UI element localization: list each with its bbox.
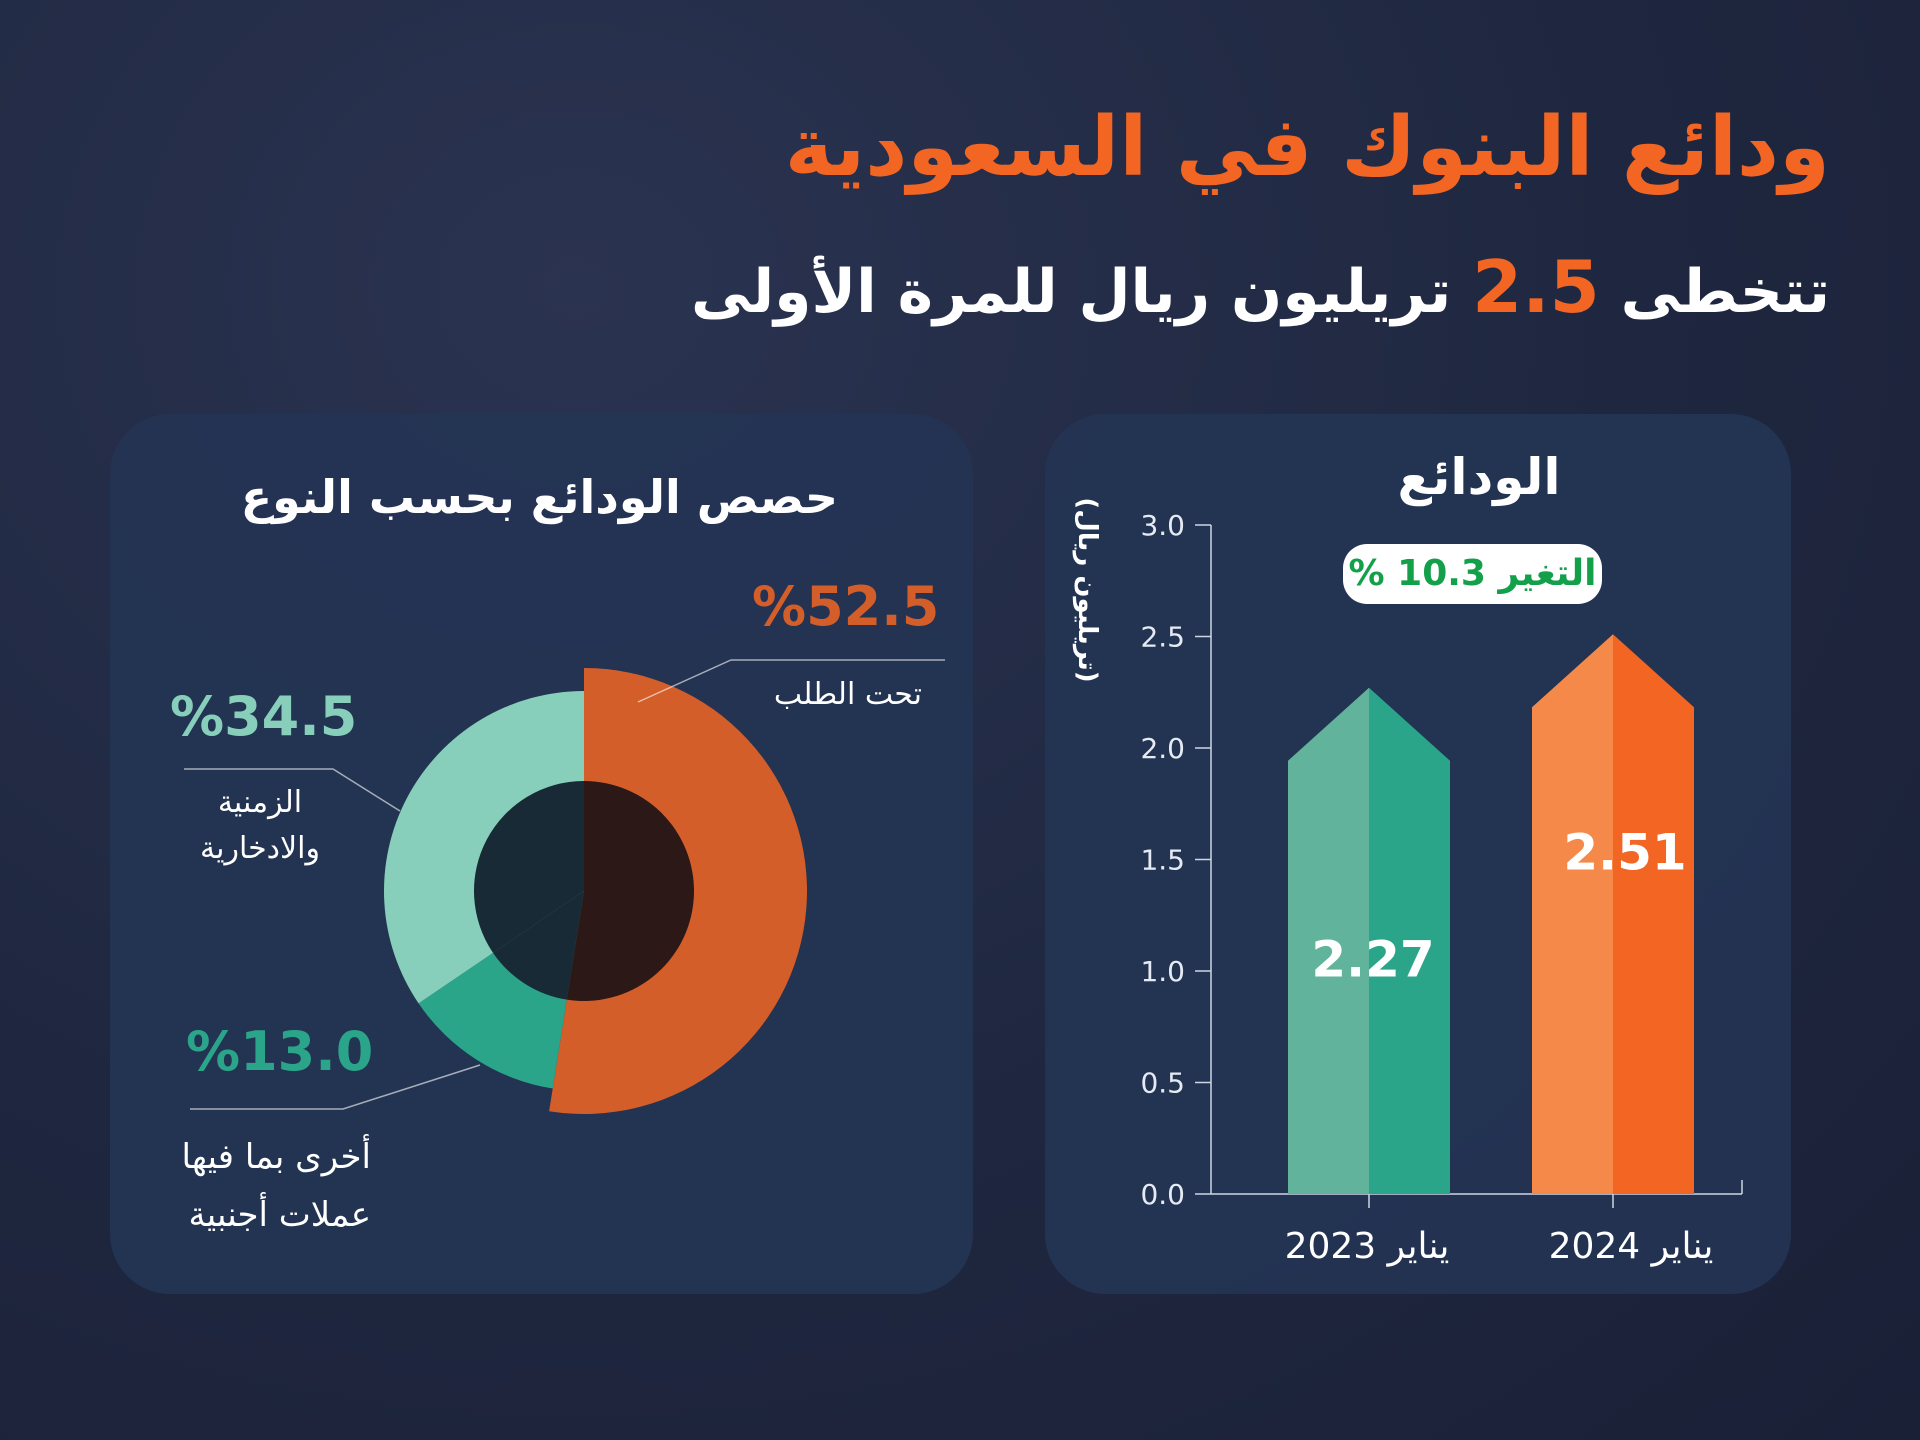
bar-chart-title: الودائع: [1397, 448, 1561, 506]
bar-value-label: 2.51: [1563, 823, 1686, 881]
leader-line: [184, 768, 401, 812]
page-title: ودائع البنوك في السعودية: [784, 100, 1830, 195]
change-badge: التغير 10.3 %: [1343, 544, 1602, 604]
donut-hole-slice: [474, 781, 584, 953]
x-tick-label: يناير 2023: [1285, 1226, 1450, 1267]
slice-label: تحت الطلب: [773, 677, 922, 712]
slice-label: الزمنية والادخارية: [160, 780, 360, 872]
y-tick-label: 1.5: [1140, 844, 1185, 877]
slice-value-label: %52.5: [752, 575, 940, 638]
y-tick-label: 2.0: [1140, 732, 1185, 765]
bar-value-label: 2.27: [1311, 930, 1434, 988]
y-tick-label: 3.0: [1140, 509, 1185, 542]
donut-hole-slice: [566, 781, 695, 1002]
y-tick-label: 0.0: [1140, 1178, 1185, 1211]
x-tick-label: يناير 2024: [1549, 1226, 1714, 1267]
bar-left-half: [1532, 634, 1613, 1194]
bar-right-half: [1369, 687, 1450, 1194]
leader-line: [637, 659, 945, 703]
bar-right-half: [1613, 634, 1694, 1194]
subtitle-pre: تتخطى: [1620, 257, 1830, 327]
slice-label-line: والادخارية: [200, 831, 320, 866]
y-tick-label: 2.5: [1140, 621, 1185, 654]
slice-label-line: عملات أجنبية: [188, 1195, 371, 1235]
subtitle-post: تريليون ريال للمرة الأولى: [690, 257, 1452, 327]
y-tick-label: 0.5: [1140, 1067, 1185, 1100]
y-tick-label: 1.0: [1140, 955, 1185, 988]
slice-value-label: %13.0: [186, 1020, 374, 1083]
donut-hole-slice: [493, 891, 584, 1000]
bar-left-half: [1288, 687, 1369, 1194]
subtitle-value: 2.5: [1472, 245, 1600, 329]
donut-title: حصص الودائع بحسب النوع: [240, 470, 838, 524]
slice-value-label: %34.5: [170, 685, 358, 748]
slice-label: أخرى بما فيها عملات أجنبية: [182, 1128, 371, 1244]
leader-line: [190, 1064, 481, 1110]
page-subtitle: تتخطى 2.5 تريليون ريال للمرة الأولى: [691, 245, 1830, 329]
slice-label-line: الزمنية: [217, 785, 303, 820]
slice-label-line: أخرى بما فيها: [181, 1137, 371, 1177]
